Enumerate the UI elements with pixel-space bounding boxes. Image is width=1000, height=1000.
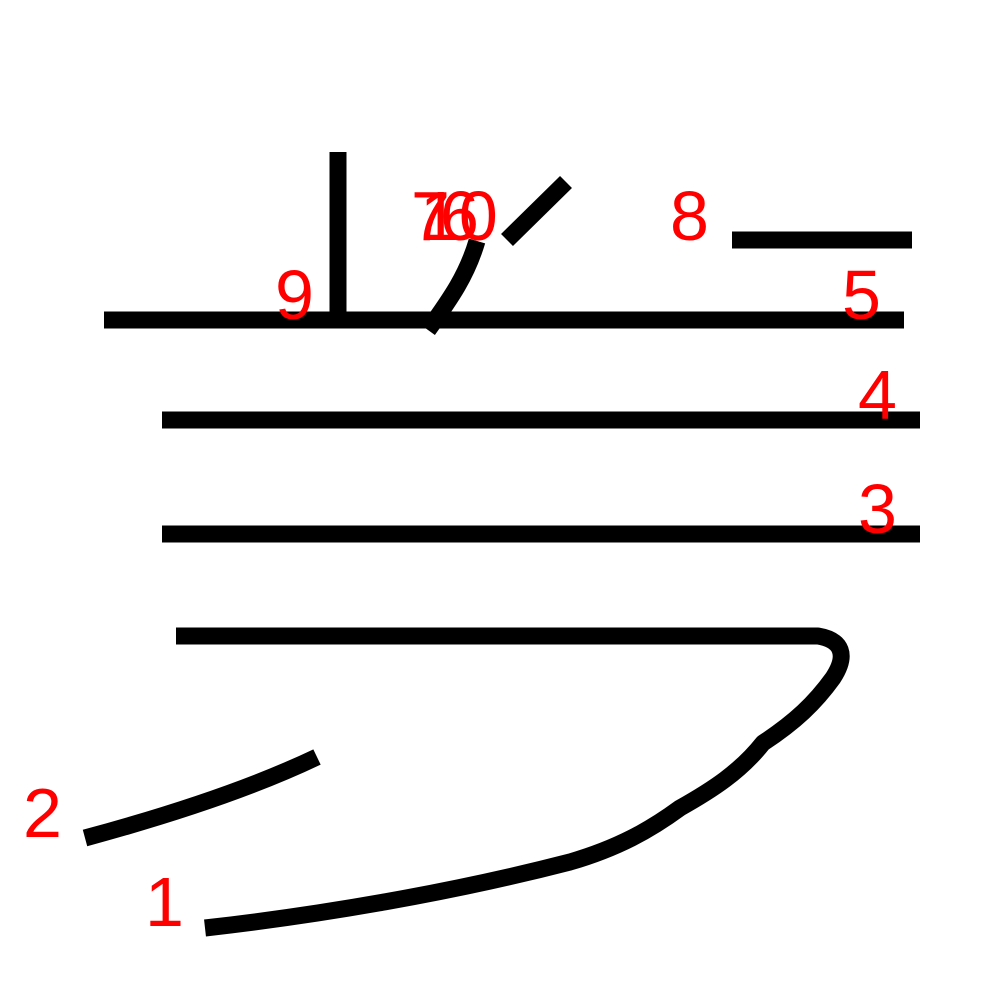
stroke-number-10: 10 [420,177,498,255]
stroke-number-5: 5 [842,256,881,334]
stroke-7 [501,175,572,247]
strokes [82,152,920,937]
stroke-number-1: 1 [145,863,184,941]
stroke-1 [176,627,850,937]
stroke-6 [421,238,486,335]
stroke-number-9: 9 [275,256,314,334]
stroke-number-3: 3 [858,470,897,548]
stroke-number-8: 8 [670,177,709,255]
stroke-number-2: 2 [23,774,62,852]
stroke-numbers: 1 2 3 4 5 6 7 8 9 10 [23,177,897,941]
stroke-number-6: 6 [440,177,479,255]
stroke-number-4: 4 [858,356,897,434]
stroke-number-7: 7 [411,177,450,255]
stroke-2 [82,749,321,847]
